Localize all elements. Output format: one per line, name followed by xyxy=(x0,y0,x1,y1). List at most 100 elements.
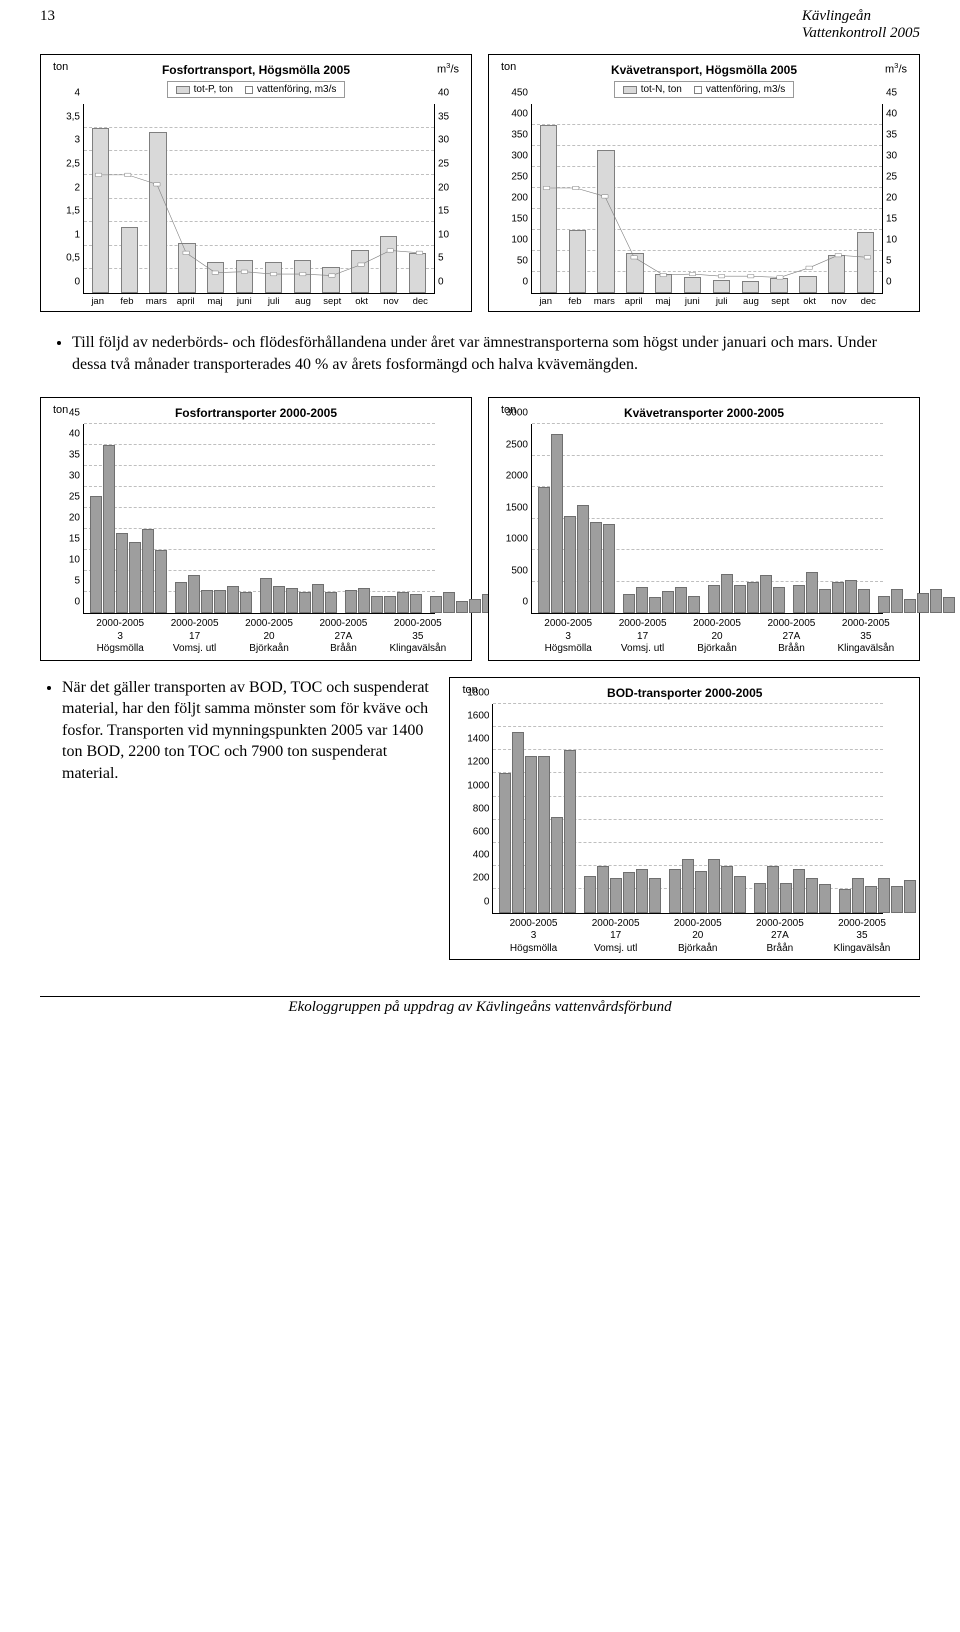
chart-bar xyxy=(538,756,550,913)
chart-bar xyxy=(240,592,252,613)
chart-bar xyxy=(227,586,239,613)
chart-bar xyxy=(188,575,200,613)
chart-bar xyxy=(832,582,844,614)
chart-bar xyxy=(286,588,298,613)
chart-bar xyxy=(540,125,557,293)
chart-bar xyxy=(610,878,622,913)
chart-bar xyxy=(799,276,816,293)
chart-bar xyxy=(713,280,730,293)
chart-bar xyxy=(236,260,253,293)
chart-bar xyxy=(178,243,195,293)
bullet-text-2: När det gäller transporten av BOD, TOC o… xyxy=(40,677,433,785)
chart-bar xyxy=(325,592,337,613)
group-x-labels: 2000-20053Högsmölla2000-200517Vomsj. utl… xyxy=(83,618,455,656)
chart-bar xyxy=(155,550,167,613)
legend: tot-N, ton vattenföring, m3/s xyxy=(614,81,795,98)
chart-bar xyxy=(345,590,357,613)
chart-bar xyxy=(410,594,422,613)
chart-bar xyxy=(597,150,614,293)
chart-bar xyxy=(351,250,368,293)
chart-bar xyxy=(584,876,596,913)
page-number: 13 xyxy=(40,8,55,42)
chart-bar xyxy=(684,277,701,293)
row-grouped-charts: ton Fosfortransporter 2000-2005 05101520… xyxy=(0,389,960,669)
chart-bar xyxy=(443,592,455,613)
chart-bar xyxy=(839,889,851,912)
swatch-dot xyxy=(694,86,702,94)
chart-bar xyxy=(273,586,285,613)
chart-bar xyxy=(260,578,272,614)
chart-bar xyxy=(865,886,877,913)
chart-bar xyxy=(456,601,468,614)
y-unit: ton xyxy=(53,61,68,73)
group-x-labels: 2000-20053Högsmölla2000-200517Vomsj. utl… xyxy=(492,918,903,956)
chart-title: Kvävetransport, Högsmölla 2005 xyxy=(497,63,911,77)
chart-bar xyxy=(669,869,681,913)
chart-bar xyxy=(754,883,766,913)
chart-bar xyxy=(636,587,648,613)
chart-bar xyxy=(116,533,128,613)
chart-kvavetransport: ton m3/s Kvävetransport, Högsmölla 2005 … xyxy=(488,54,920,312)
chart-bar xyxy=(806,878,818,913)
chart-bar xyxy=(904,880,916,913)
chart-bar xyxy=(742,281,759,293)
chart-bar xyxy=(103,445,115,613)
chart-title: BOD-transporter 2000-2005 xyxy=(458,686,911,700)
chart-bar xyxy=(688,596,700,614)
y2-unit: m3/s xyxy=(437,61,459,76)
chart-bar xyxy=(682,859,694,912)
page-header: 13 Kävlingeån Vattenkontroll 2005 xyxy=(0,0,960,46)
chart-bar xyxy=(649,597,661,613)
chart-bar xyxy=(265,262,282,293)
chart-bar xyxy=(590,522,602,613)
chart-bar xyxy=(551,817,563,912)
chart-bar xyxy=(878,878,890,913)
chart-bar xyxy=(857,232,874,293)
y-unit: ton xyxy=(501,61,516,73)
chart-bar xyxy=(597,866,609,912)
chart-bar xyxy=(780,883,792,913)
group-x-labels: 2000-20053Högsmölla2000-200517Vomsj. utl… xyxy=(531,618,903,656)
chart-bar xyxy=(499,773,511,912)
chart-bar xyxy=(675,587,687,613)
chart-bar xyxy=(569,230,586,293)
chart-bar xyxy=(695,871,707,913)
chart-bar xyxy=(943,597,955,613)
plot-area: 020040060080010001200140016001800 xyxy=(492,704,883,914)
chart-title: Fosfortransport, Högsmölla 2005 xyxy=(49,63,463,77)
chart-bar xyxy=(430,596,442,613)
doc-title: Kävlingeån Vattenkontroll 2005 xyxy=(802,8,920,42)
chart-bar xyxy=(793,869,805,913)
chart-bar xyxy=(577,505,589,613)
swatch-bar xyxy=(623,86,637,94)
chart-bar xyxy=(384,596,396,613)
chart-bar xyxy=(773,587,785,613)
chart-bar xyxy=(312,584,324,613)
chart-bar xyxy=(930,589,942,613)
chart-bar xyxy=(747,582,759,614)
chart-bar xyxy=(551,434,563,614)
row-monthly-charts: ton m3/s Fosfortransport, Högsmölla 2005… xyxy=(0,46,960,320)
chart-bar xyxy=(129,542,141,613)
chart-bar xyxy=(525,756,537,913)
chart-bar xyxy=(623,594,635,613)
chart-bar xyxy=(793,585,805,613)
chart-bar xyxy=(767,866,779,912)
x-labels: janfebmarsaprilmajjunijuliaugseptoktnovd… xyxy=(83,296,435,307)
chart-bar xyxy=(721,866,733,912)
chart-bar xyxy=(845,580,857,613)
chart-bar xyxy=(734,585,746,613)
chart-bar xyxy=(149,132,166,293)
chart-bar xyxy=(201,590,213,613)
chart-bar xyxy=(891,589,903,613)
chart-bar xyxy=(623,872,635,913)
page-footer: Ekologgruppen på uppdrag av Kävlingeåns … xyxy=(40,996,920,1016)
chart-bar xyxy=(175,582,187,614)
chart-fosfortransport: ton m3/s Fosfortransport, Högsmölla 2005… xyxy=(40,54,472,312)
swatch-bar xyxy=(176,86,190,94)
chart-bar xyxy=(322,267,339,293)
plot-area: 051015202530354045 xyxy=(83,424,435,614)
x-labels: janfebmarsaprilmajjunijuliaugseptoktnovd… xyxy=(531,296,883,307)
chart-bar xyxy=(564,516,576,614)
chart-bar xyxy=(90,496,102,614)
